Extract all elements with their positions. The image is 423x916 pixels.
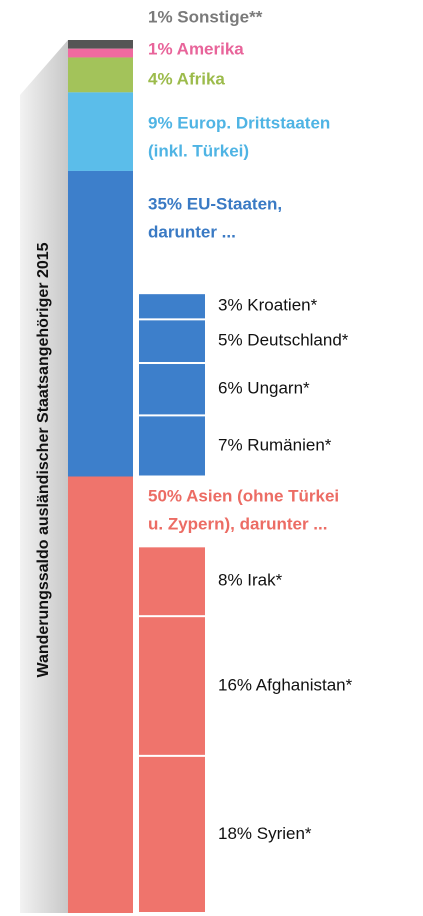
breakdown-label: 8% Irak*	[218, 571, 283, 590]
segment	[68, 57, 133, 93]
breakdown-label: 18% Syrien*	[218, 824, 312, 843]
segment-label: u. Zypern), darunter ...	[148, 514, 327, 533]
segment-label: 50% Asien (ohne Türkei	[148, 486, 339, 505]
segment-label: (inkl. Türkei)	[148, 141, 249, 160]
shadow	[20, 40, 68, 913]
segment	[68, 92, 133, 171]
segment	[68, 48, 133, 58]
breakdown-segment	[139, 756, 205, 912]
breakdown-segment	[139, 617, 205, 755]
breakdown-label: 5% Deutschland*	[218, 331, 349, 350]
segment	[68, 170, 133, 477]
breakdown-label: 6% Ungarn*	[218, 379, 310, 398]
breakdown-label: 7% Rumänien*	[218, 435, 332, 454]
segment	[68, 476, 133, 913]
segment-label: darunter ...	[148, 222, 236, 241]
breakdown-segment	[139, 416, 205, 476]
breakdown-segment	[139, 320, 205, 363]
segment-label: 1% Amerika	[148, 39, 244, 58]
segment-label: 1% Sonstige**	[148, 7, 263, 26]
breakdown-segment	[139, 547, 205, 616]
segment-label: 4% Afrika	[148, 69, 225, 88]
breakdown-label: 3% Kroatien*	[218, 296, 318, 315]
segment	[68, 40, 133, 49]
breakdown-label: 16% Afghanistan*	[218, 676, 353, 695]
segment-label: 35% EU-Staaten,	[148, 194, 282, 213]
breakdown-segment	[139, 364, 205, 415]
segment-label: 9% Europ. Drittstaaten	[148, 113, 330, 132]
breakdown-segment	[139, 294, 205, 319]
axis-label: Wanderungssaldo ausländischer Staatsange…	[35, 242, 52, 677]
